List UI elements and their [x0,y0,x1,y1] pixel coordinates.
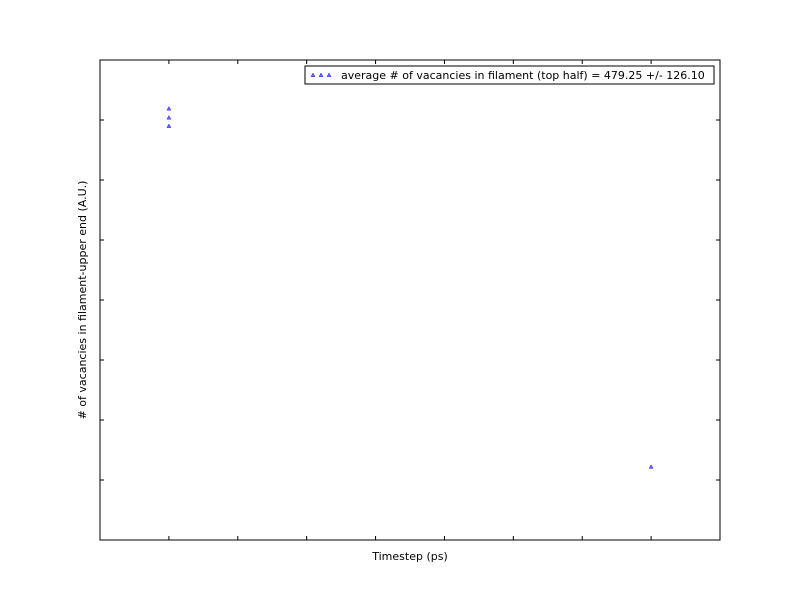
data-point-triangle [166,123,172,128]
data-point-triangle [648,464,654,469]
plot-area [99,59,721,541]
legend-marker-triangle [318,72,324,77]
legend: average # of vacancies in filament (top … [304,65,715,85]
x-axis-label: Timestep (ps) [371,550,448,563]
legend-marker-group [310,72,332,77]
legend-marker-triangle [310,72,316,77]
y-axis-label: # of vacancies in filament-upper end (A.… [76,181,89,420]
legend-box [304,65,715,85]
data-points [166,106,654,469]
data-point-triangle [166,115,172,120]
legend-label: average # of vacancies in filament (top … [341,69,705,82]
axis-ticks [100,60,720,540]
legend-marker-triangle [326,72,332,77]
data-point-triangle [166,106,172,111]
